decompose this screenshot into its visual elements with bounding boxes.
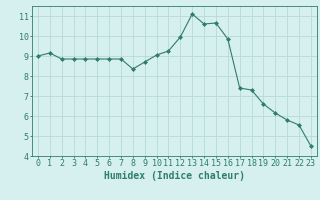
- X-axis label: Humidex (Indice chaleur): Humidex (Indice chaleur): [104, 171, 245, 181]
